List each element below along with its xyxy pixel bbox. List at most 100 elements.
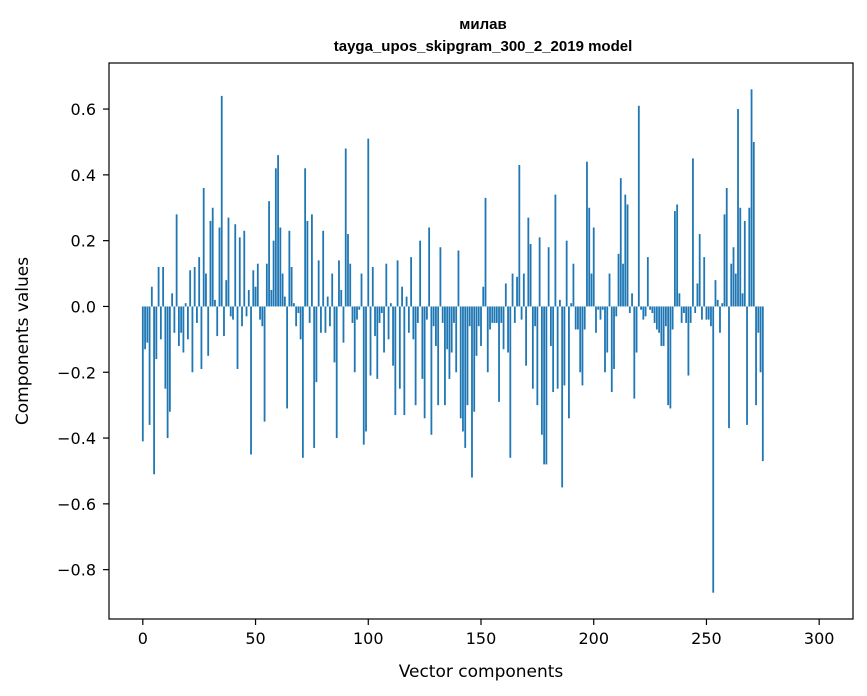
bar [423,306,426,419]
bar [148,306,151,425]
bar [646,257,649,307]
bar [703,257,706,307]
bar [732,247,735,307]
bar [435,306,437,346]
y-axis: −0.8 −0.6 −0.4 −0.2 0.0 0.2 0.4 0.6 [57,100,109,580]
bar [592,227,595,307]
bar [322,230,325,307]
bar [608,273,611,307]
bar [588,207,591,307]
bar [369,306,372,376]
bar [297,306,300,314]
bar [227,217,230,307]
bar [184,303,187,307]
bar [171,293,174,307]
bar [437,306,440,406]
bar-series [141,89,764,593]
bar [270,290,273,307]
bar [513,306,516,323]
bar [597,306,600,310]
y-tick-label: 0.6 [71,100,96,119]
bar [220,95,223,307]
bar [466,306,469,406]
bar [626,204,629,307]
plot-frame [108,62,854,620]
bar [595,306,597,333]
bar [522,273,525,307]
y-tick-label: −0.4 [57,429,96,448]
x-axis: 0 50 100 150 200 250 300 [138,619,835,648]
bar [446,306,449,350]
chart-title: милав [459,16,506,33]
bar [392,306,394,366]
bar [601,306,604,310]
bar [444,306,446,406]
bar [317,260,320,307]
bar [324,306,327,333]
bar [268,201,270,307]
bar [301,306,304,458]
bar [687,306,690,376]
bar [581,306,584,386]
bar [615,306,618,317]
bar [358,306,361,310]
bar [633,306,636,399]
bar [559,299,561,307]
bar [173,306,176,333]
bar [712,306,715,593]
bar [450,306,453,353]
bar [308,306,311,323]
bar [741,293,744,307]
bar [187,306,189,340]
bar [696,283,699,307]
bar [196,306,198,323]
bar [516,276,518,307]
bar [177,306,180,346]
bar [159,306,162,340]
bar [660,306,663,346]
bar [477,306,480,327]
bar [329,306,331,327]
bar [498,306,500,402]
bar [374,306,376,337]
bar [261,306,264,327]
bar [256,263,259,307]
bar [430,306,433,435]
bar [540,306,543,435]
bar [493,306,496,323]
bar [340,290,343,307]
x-tick-label: 200 [578,629,609,648]
bar [207,306,210,356]
bar [146,306,149,343]
bar [701,306,703,320]
bar [728,306,730,429]
bar [349,263,352,307]
bar [378,306,381,323]
bar [739,207,742,307]
bar [761,306,764,462]
x-tick-label: 50 [245,629,265,648]
bar [279,227,282,307]
bar [191,306,194,373]
bar [410,257,413,307]
bar [653,306,656,323]
bar [570,303,573,307]
bar [757,306,760,333]
bar [335,306,338,439]
bar [347,234,349,307]
bar [617,253,620,307]
bar [211,207,214,307]
bar [719,306,721,333]
bar [554,194,557,307]
x-tick-label: 300 [804,629,835,648]
bar [556,306,559,389]
bar [238,237,241,307]
bar [640,306,642,310]
bar [459,306,462,419]
bar [577,306,579,330]
bar [412,306,415,340]
bar [590,273,593,307]
bar [737,109,739,307]
bar [274,168,277,307]
bar [407,306,410,333]
